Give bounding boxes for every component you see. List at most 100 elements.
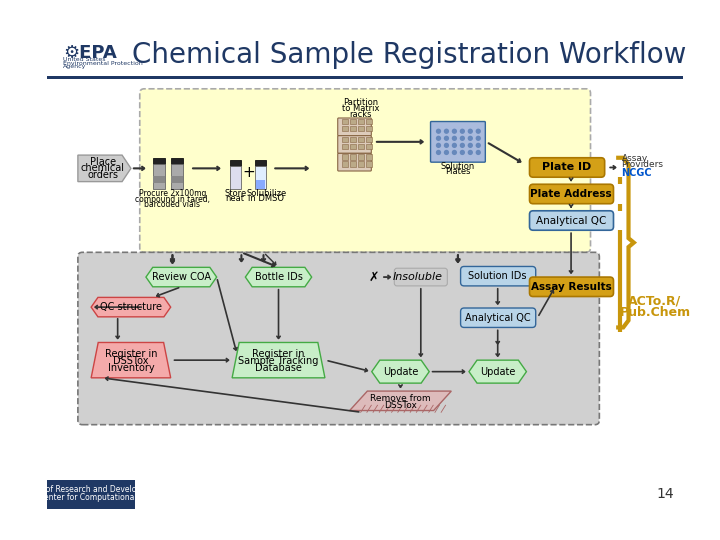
Bar [153, 158, 166, 164]
Text: racks: racks [349, 110, 372, 119]
Bar [350, 154, 356, 159]
Circle shape [476, 129, 481, 134]
Bar [255, 160, 266, 166]
Text: 14: 14 [657, 487, 675, 501]
Bar [342, 144, 348, 149]
Circle shape [451, 129, 457, 134]
Text: United States: United States [63, 57, 105, 62]
Text: Solution IDs: Solution IDs [469, 271, 527, 281]
Bar [47, 77, 683, 79]
FancyBboxPatch shape [431, 122, 485, 162]
Circle shape [451, 143, 457, 148]
Bar [358, 161, 364, 167]
Text: Sample Tracking: Sample Tracking [238, 356, 319, 366]
Bar [358, 144, 364, 149]
Bar [350, 144, 356, 149]
Bar [350, 119, 356, 124]
Bar [342, 154, 348, 159]
Bar [366, 154, 372, 159]
Text: Providers: Providers [621, 160, 663, 170]
Text: Review COA: Review COA [152, 272, 211, 282]
FancyBboxPatch shape [78, 252, 599, 424]
Text: ✗: ✗ [369, 271, 379, 284]
Circle shape [459, 129, 465, 134]
Circle shape [436, 136, 441, 141]
Bar [366, 144, 372, 149]
Bar [342, 161, 348, 167]
Text: Assay: Assay [621, 154, 648, 163]
Bar [358, 154, 364, 159]
Circle shape [468, 136, 473, 141]
FancyBboxPatch shape [338, 136, 372, 153]
Bar [342, 126, 348, 131]
Text: Pub.Chem: Pub.Chem [619, 306, 690, 319]
Polygon shape [469, 360, 526, 383]
Text: Partition: Partition [343, 98, 378, 106]
FancyBboxPatch shape [529, 211, 613, 230]
Text: Analytical QC: Analytical QC [465, 313, 531, 323]
Polygon shape [232, 342, 325, 378]
Text: Environmental Protection: Environmental Protection [63, 60, 143, 66]
Circle shape [436, 150, 441, 155]
Polygon shape [246, 267, 312, 287]
Text: NCGC: NCGC [621, 168, 652, 178]
Bar [366, 119, 372, 124]
FancyBboxPatch shape [461, 266, 536, 286]
Text: Database: Database [255, 363, 302, 373]
Text: Plate ID: Plate ID [542, 163, 591, 172]
Circle shape [476, 143, 481, 148]
Text: in DMSO: in DMSO [248, 194, 284, 203]
Polygon shape [350, 391, 451, 410]
Text: Bottle IDs: Bottle IDs [255, 272, 302, 282]
Text: Plates: Plates [445, 167, 471, 177]
Text: ACTo.R/: ACTo.R/ [629, 294, 682, 307]
Text: Store: Store [224, 188, 246, 198]
Text: Procure 2x100mg: Procure 2x100mg [139, 190, 206, 199]
Text: Chemical Sample Registration Workflow: Chemical Sample Registration Workflow [132, 41, 686, 69]
Bar [153, 177, 166, 184]
Text: ⚙EPA: ⚙EPA [63, 44, 117, 62]
Polygon shape [91, 298, 171, 317]
Text: Place: Place [89, 157, 116, 167]
Circle shape [468, 150, 473, 155]
FancyBboxPatch shape [395, 268, 447, 286]
Bar [171, 164, 183, 188]
Bar [350, 126, 356, 131]
Circle shape [476, 136, 481, 141]
Text: chemical: chemical [81, 164, 125, 173]
FancyBboxPatch shape [461, 308, 536, 327]
Text: to Matrix: to Matrix [342, 104, 379, 113]
Circle shape [476, 150, 481, 155]
Circle shape [436, 129, 441, 134]
Text: Analytical QC: Analytical QC [536, 215, 606, 226]
Text: Insoluble: Insoluble [393, 272, 444, 282]
Text: Remove from: Remove from [370, 394, 431, 403]
FancyBboxPatch shape [529, 158, 605, 177]
Bar [342, 119, 348, 124]
Polygon shape [78, 155, 131, 181]
FancyBboxPatch shape [338, 118, 372, 136]
Circle shape [459, 136, 465, 141]
Bar [230, 166, 241, 188]
Circle shape [444, 129, 449, 134]
Circle shape [459, 150, 465, 155]
Text: Assay Results: Assay Results [531, 282, 611, 292]
Bar [256, 180, 265, 188]
Bar [350, 137, 356, 142]
Circle shape [444, 136, 449, 141]
Text: neat: neat [225, 194, 245, 203]
Circle shape [468, 129, 473, 134]
FancyBboxPatch shape [140, 89, 590, 252]
Circle shape [436, 143, 441, 148]
Bar [366, 137, 372, 142]
Bar [342, 137, 348, 142]
Text: DSSTox: DSSTox [113, 356, 148, 366]
Bar [47, 481, 135, 509]
Text: Register in: Register in [104, 349, 157, 359]
Polygon shape [91, 342, 171, 378]
Bar [153, 164, 166, 188]
Circle shape [444, 150, 449, 155]
FancyBboxPatch shape [529, 184, 613, 204]
Text: Update: Update [480, 367, 516, 376]
Text: National Center for Computational Toxicology: National Center for Computational Toxico… [4, 492, 179, 502]
